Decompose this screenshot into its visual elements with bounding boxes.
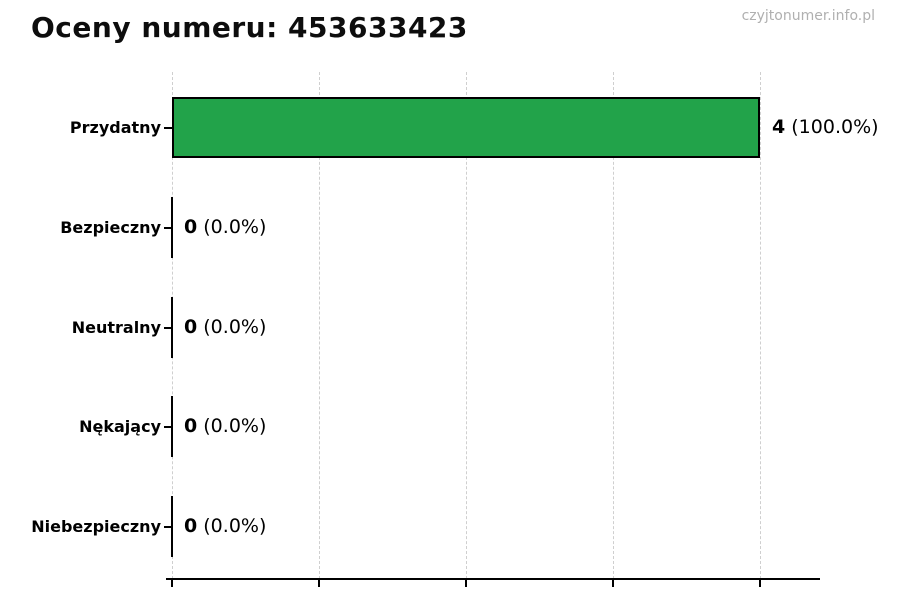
value-count: 0 bbox=[184, 515, 198, 537]
value-label: 0 (0.0%) bbox=[184, 214, 266, 241]
value-percent: (0.0%) bbox=[197, 515, 267, 537]
value-count: 4 bbox=[772, 116, 786, 138]
value-percent: (100.0%) bbox=[785, 116, 879, 138]
category-label: Neutralny bbox=[71, 318, 161, 337]
category-label: Niebezpieczny bbox=[31, 517, 161, 536]
y-axis-tick bbox=[164, 127, 172, 129]
value-percent: (0.0%) bbox=[197, 415, 267, 437]
x-axis-tick bbox=[759, 580, 761, 587]
gridline bbox=[612, 72, 614, 579]
y-axis-tick bbox=[164, 327, 172, 329]
x-axis-tick bbox=[612, 580, 614, 587]
x-axis-tick bbox=[171, 580, 173, 587]
value-count: 0 bbox=[184, 415, 198, 437]
gridline bbox=[465, 72, 467, 579]
y-axis-tick bbox=[164, 526, 172, 528]
y-axis-tick bbox=[164, 426, 172, 428]
x-axis-line bbox=[166, 578, 820, 580]
gridline bbox=[318, 72, 320, 579]
category-label: Nękający bbox=[79, 417, 161, 436]
value-label: 0 (0.0%) bbox=[184, 513, 266, 540]
value-count: 0 bbox=[184, 316, 198, 338]
zero-bar bbox=[171, 496, 173, 557]
x-axis-tick bbox=[318, 580, 320, 587]
x-axis-tick bbox=[465, 580, 467, 587]
value-percent: (0.0%) bbox=[197, 216, 267, 238]
zero-bar bbox=[171, 297, 173, 358]
y-axis-tick bbox=[164, 227, 172, 229]
chart-title: Oceny numeru: 453633423 bbox=[31, 11, 468, 44]
value-label: 0 (0.0%) bbox=[184, 413, 266, 440]
zero-bar bbox=[171, 396, 173, 457]
bar bbox=[172, 97, 760, 158]
watermark-text: czyjtonumer.info.pl bbox=[741, 8, 875, 24]
gridline bbox=[759, 72, 761, 579]
category-label: Bezpieczny bbox=[60, 218, 161, 237]
zero-bar bbox=[171, 197, 173, 258]
value-label: 0 (0.0%) bbox=[184, 314, 266, 341]
value-count: 0 bbox=[184, 216, 198, 238]
category-label: Przydatny bbox=[69, 118, 161, 137]
value-label: 4 (100.0%) bbox=[772, 114, 879, 141]
value-percent: (0.0%) bbox=[197, 316, 267, 338]
